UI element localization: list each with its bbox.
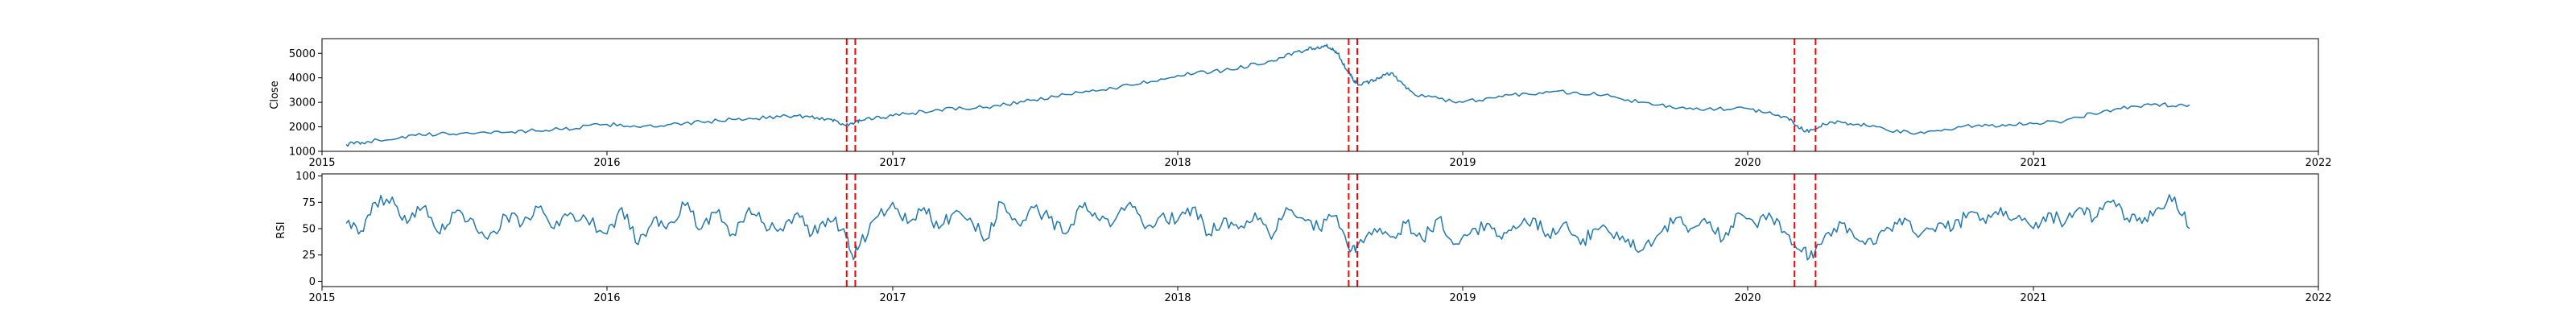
x-tick-label: 2021 bbox=[2020, 292, 2046, 304]
x-tick-label: 2019 bbox=[1449, 292, 1476, 304]
x-tick-label: 2018 bbox=[1164, 292, 1191, 304]
rsi-line-layer bbox=[345, 194, 2190, 261]
x-tick-label: 2021 bbox=[2020, 157, 2046, 169]
close-x-ticks: 2015 2016 2017 2018 2019 2020 2021 2022 bbox=[308, 151, 2332, 169]
x-tick-label: 2019 bbox=[1449, 157, 1476, 169]
y-tick-label: 1000 bbox=[289, 147, 316, 159]
rsi-y-axis-label: RSI bbox=[275, 221, 287, 238]
close-line-layer bbox=[345, 43, 2190, 147]
y-tick-label: 100 bbox=[295, 171, 316, 183]
y-tick-label: 2000 bbox=[289, 122, 316, 134]
y-tick-label: 25 bbox=[302, 250, 316, 262]
rsi-axes-frame bbox=[321, 173, 2319, 287]
x-tick-label: 2016 bbox=[593, 157, 620, 169]
x-tick-label: 2017 bbox=[879, 157, 906, 169]
close-y-axis-label: Close bbox=[269, 80, 281, 109]
x-tick-label: 2015 bbox=[308, 292, 335, 304]
close-y-ticks: 1000 2000 3000 4000 5000 bbox=[289, 48, 322, 159]
y-tick-label: 75 bbox=[302, 197, 316, 209]
x-tick-label: 2015 bbox=[308, 157, 335, 169]
close-axes-frame bbox=[321, 38, 2319, 152]
x-tick-label: 2020 bbox=[1734, 157, 1761, 169]
y-tick-label: 3000 bbox=[289, 97, 316, 109]
y-tick-label: 0 bbox=[309, 276, 316, 288]
rsi-y-ticks: 0 25 50 75 100 bbox=[295, 171, 322, 288]
rsi-x-ticks: 2015 2016 2017 2018 2019 2020 2021 2022 bbox=[308, 287, 2332, 304]
x-tick-label: 2020 bbox=[1734, 292, 1761, 304]
y-tick-label: 50 bbox=[302, 224, 316, 236]
close-series-line bbox=[345, 43, 2190, 147]
x-tick-label: 2018 bbox=[1164, 157, 1191, 169]
y-tick-label: 5000 bbox=[289, 48, 316, 60]
x-tick-label: 2016 bbox=[593, 292, 620, 304]
x-tick-label: 2022 bbox=[2305, 157, 2331, 169]
x-tick-label: 2017 bbox=[879, 292, 906, 304]
rsi-series-line bbox=[345, 194, 2190, 261]
y-tick-label: 4000 bbox=[289, 72, 316, 85]
x-tick-label: 2022 bbox=[2305, 292, 2331, 304]
